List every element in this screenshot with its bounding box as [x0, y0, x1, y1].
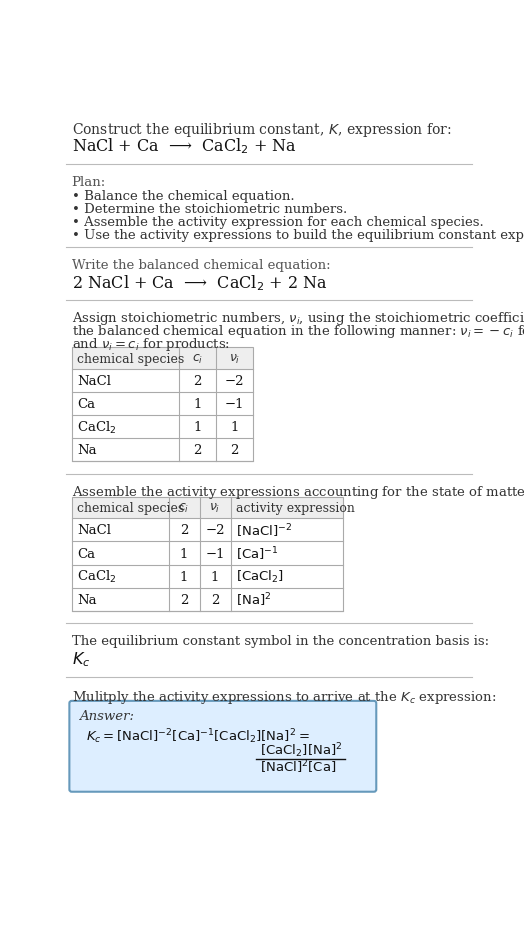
Text: $K_c$: $K_c$	[72, 649, 90, 668]
Text: • Balance the chemical equation.: • Balance the chemical equation.	[72, 189, 294, 203]
Text: 2: 2	[180, 524, 188, 537]
Text: 1: 1	[230, 421, 238, 434]
Text: Assign stoichiometric numbers, $\nu_i$, using the stoichiometric coefficients, $: Assign stoichiometric numbers, $\nu_i$, …	[72, 309, 524, 327]
Text: Construct the equilibrium constant, $K$, expression for:: Construct the equilibrium constant, $K$,…	[72, 120, 451, 138]
Text: CaCl$_2$: CaCl$_2$	[77, 568, 116, 585]
Text: $[\mathrm{NaCl}]^{2}[\mathrm{Ca}]$: $[\mathrm{NaCl}]^{2}[\mathrm{Ca}]$	[260, 758, 336, 775]
Text: Na: Na	[77, 444, 97, 457]
Text: $[\mathrm{CaCl}_2][\mathrm{Na}]^{2}$: $[\mathrm{CaCl}_2][\mathrm{Na}]^{2}$	[260, 741, 343, 759]
Bar	[72, 348, 253, 462]
Text: 2: 2	[180, 593, 188, 606]
Text: $[\mathrm{CaCl}_2]$: $[\mathrm{CaCl}_2]$	[236, 568, 284, 585]
Text: $\nu_i$: $\nu_i$	[210, 502, 221, 515]
Text: 2: 2	[193, 375, 201, 387]
Text: 2 NaCl + Ca  ⟶  CaCl$_2$ + 2 Na: 2 NaCl + Ca ⟶ CaCl$_2$ + 2 Na	[72, 272, 328, 292]
Text: activity expression: activity expression	[236, 502, 355, 515]
Text: Write the balanced chemical equation:: Write the balanced chemical equation:	[72, 259, 330, 272]
Text: 2: 2	[193, 444, 201, 457]
Text: Plan:: Plan:	[72, 176, 106, 188]
Text: −1: −1	[205, 547, 225, 560]
Text: Na: Na	[77, 593, 97, 606]
Text: the balanced chemical equation in the following manner: $\nu_i = -c_i$ for react: the balanced chemical equation in the fo…	[72, 323, 524, 340]
FancyBboxPatch shape	[69, 701, 376, 792]
Text: $[\mathrm{Na}]^{2}$: $[\mathrm{Na}]^{2}$	[236, 591, 271, 608]
Text: CaCl$_2$: CaCl$_2$	[77, 419, 116, 435]
Bar	[72, 348, 253, 369]
Text: 1: 1	[211, 570, 219, 583]
Text: • Determine the stoichiometric numbers.: • Determine the stoichiometric numbers.	[72, 203, 347, 216]
Text: chemical species: chemical species	[77, 502, 184, 515]
Text: Answer:: Answer:	[80, 709, 135, 723]
Text: Ca: Ca	[77, 547, 95, 560]
Text: NaCl + Ca  ⟶  CaCl$_2$ + Na: NaCl + Ca ⟶ CaCl$_2$ + Na	[72, 136, 297, 155]
Text: 2: 2	[230, 444, 238, 457]
Text: • Assemble the activity expression for each chemical species.: • Assemble the activity expression for e…	[72, 216, 484, 228]
Text: • Use the activity expressions to build the equilibrium constant expression.: • Use the activity expressions to build …	[72, 228, 524, 242]
Text: NaCl: NaCl	[77, 524, 111, 537]
Text: Assemble the activity expressions accounting for the state of matter and $\nu_i$: Assemble the activity expressions accoun…	[72, 484, 524, 501]
Text: −1: −1	[225, 398, 244, 410]
Text: 2: 2	[211, 593, 219, 606]
Text: chemical species: chemical species	[77, 352, 184, 366]
Bar	[72, 497, 343, 611]
Text: and $\nu_i = c_i$ for products:: and $\nu_i = c_i$ for products:	[72, 336, 230, 353]
Text: Ca: Ca	[77, 398, 95, 410]
Text: $[\mathrm{NaCl}]^{-2}$: $[\mathrm{NaCl}]^{-2}$	[236, 522, 292, 539]
Bar	[72, 497, 343, 519]
Text: −2: −2	[225, 375, 244, 387]
Text: 1: 1	[180, 547, 188, 560]
Text: −2: −2	[205, 524, 225, 537]
Text: 1: 1	[180, 570, 188, 583]
Text: $[\mathrm{Ca}]^{-1}$: $[\mathrm{Ca}]^{-1}$	[236, 545, 279, 563]
Text: $\nu_i$: $\nu_i$	[229, 352, 240, 366]
Text: Mulitply the activity expressions to arrive at the $K_c$ expression:: Mulitply the activity expressions to arr…	[72, 688, 496, 705]
Text: $c_i$: $c_i$	[192, 352, 203, 366]
Text: 1: 1	[193, 398, 201, 410]
Text: NaCl: NaCl	[77, 375, 111, 387]
Text: $c_i$: $c_i$	[179, 502, 190, 515]
Text: The equilibrium constant symbol in the concentration basis is:: The equilibrium constant symbol in the c…	[72, 634, 489, 647]
Text: $K_c = [\mathrm{NaCl}]^{-2}[\mathrm{Ca}]^{-1}[\mathrm{CaCl}_2][\mathrm{Na}]^{2} : $K_c = [\mathrm{NaCl}]^{-2}[\mathrm{Ca}]…	[85, 726, 309, 745]
Text: 1: 1	[193, 421, 201, 434]
